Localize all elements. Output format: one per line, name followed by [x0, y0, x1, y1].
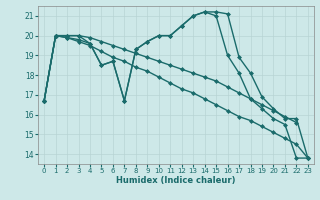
X-axis label: Humidex (Indice chaleur): Humidex (Indice chaleur) — [116, 176, 236, 185]
